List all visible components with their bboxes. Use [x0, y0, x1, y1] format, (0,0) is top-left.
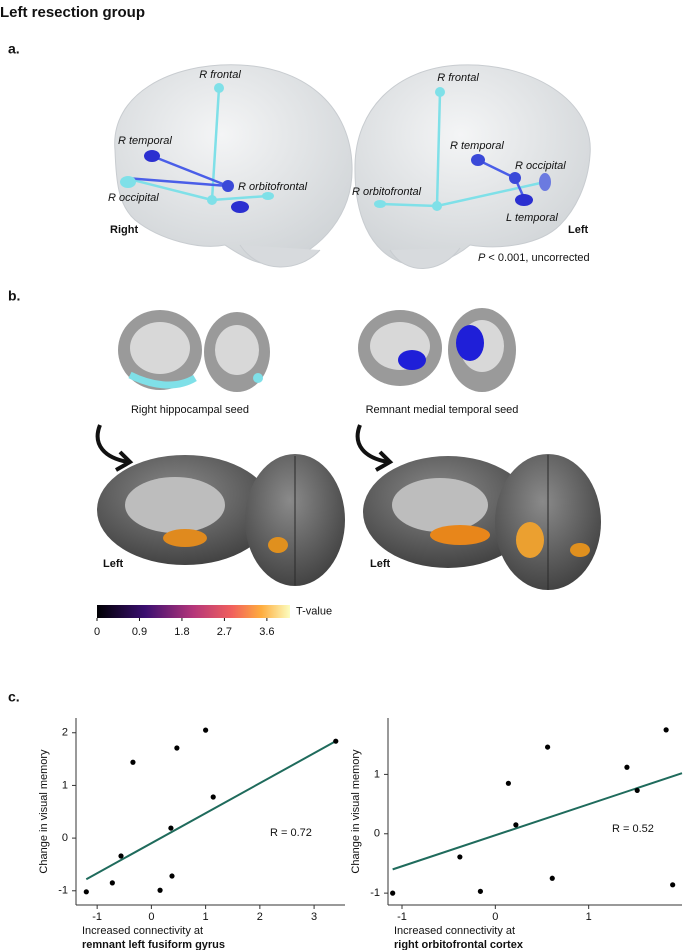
- seed-caption: Right hippocampal seed: [131, 404, 249, 416]
- y-axis-title: Change in visual memory: [350, 749, 362, 874]
- point: [168, 825, 174, 831]
- p-text: < 0.001, uncorrected: [485, 252, 589, 264]
- tick-label: 1.8: [174, 626, 189, 638]
- point: [545, 744, 551, 750]
- x-tick-label: 3: [311, 911, 317, 923]
- tick-label: 2.7: [217, 626, 232, 638]
- region-label: R orbitofrontal: [238, 181, 308, 193]
- fit-line: [392, 772, 683, 871]
- figure-title: Left resection group: [0, 4, 145, 21]
- colorbar-label: T-value: [296, 605, 332, 617]
- colorbar: [97, 605, 290, 618]
- panel-label: a.: [8, 41, 20, 57]
- x-tick-label: 1: [203, 911, 209, 923]
- point: [203, 727, 209, 733]
- panel-label: b.: [8, 288, 20, 304]
- y-tick-label: -1: [370, 887, 380, 899]
- point: [130, 759, 136, 765]
- y-axis-title: Change in visual memory: [38, 749, 50, 874]
- seed-caption: Remnant medial temporal seed: [366, 404, 519, 416]
- point: [670, 882, 676, 888]
- point: [513, 822, 519, 828]
- seed-slices: [118, 308, 516, 392]
- x-tick-label: -1: [92, 911, 102, 923]
- x-tick-label: 2: [257, 911, 263, 923]
- region-label: R frontal: [199, 69, 241, 81]
- point: [118, 853, 124, 859]
- y-tick-label: 2: [62, 727, 68, 739]
- point: [505, 780, 511, 786]
- region-label: R occipital: [515, 160, 566, 172]
- tick-label: 3.6: [259, 626, 274, 638]
- point: [169, 873, 175, 879]
- x-tick-label: 1: [586, 911, 592, 923]
- region-label: R temporal: [450, 140, 504, 152]
- y-tick-label: 0: [374, 828, 380, 840]
- y-tick-label: 0: [62, 832, 68, 844]
- panel-label: c.: [8, 689, 20, 705]
- view-label: Left: [370, 558, 391, 570]
- point: [210, 794, 216, 800]
- side-label: Right: [110, 224, 138, 236]
- point: [549, 875, 555, 881]
- result-brains: [97, 454, 601, 590]
- x-axis-title: Increased connectivity at: [82, 925, 203, 937]
- brain-right-render: [354, 64, 591, 269]
- point: [109, 880, 115, 886]
- fit-line: [85, 740, 337, 881]
- y-tick-label: 1: [62, 779, 68, 791]
- tick-label: 0.9: [132, 626, 147, 638]
- x-axis-title-emphasis: remnant left fusiform gyrus: [82, 939, 225, 950]
- x-tick-label: 0: [148, 911, 154, 923]
- region-label: R occipital: [108, 192, 159, 204]
- point: [333, 738, 339, 744]
- threshold-note: P < 0.001, uncorrected: [478, 252, 590, 264]
- point: [477, 888, 483, 894]
- point: [157, 887, 163, 893]
- x-tick-label: -1: [397, 911, 407, 923]
- view-label: Left: [103, 558, 124, 570]
- y-tick-label: -1: [58, 885, 68, 897]
- brain-left-render: [114, 64, 353, 268]
- point: [624, 764, 630, 770]
- point: [663, 727, 669, 733]
- point: [390, 890, 396, 896]
- point: [457, 854, 463, 860]
- arrows: [95, 424, 394, 472]
- y-tick-label: 1: [374, 768, 380, 780]
- p-symbol: P: [478, 252, 486, 264]
- region-label: R frontal: [437, 72, 479, 84]
- tick-label: 0: [94, 626, 100, 638]
- x-axis-title-emphasis: right orbitofrontal cortex: [394, 939, 524, 950]
- side-label: Left: [568, 224, 589, 236]
- region-label: L temporal: [506, 212, 558, 224]
- annotation: R = 0.52: [612, 823, 654, 835]
- region-label: R temporal: [118, 135, 172, 147]
- point: [174, 745, 180, 751]
- point: [83, 889, 89, 895]
- x-axis-title: Increased connectivity at: [394, 925, 515, 937]
- annotation: R = 0.72: [270, 827, 312, 839]
- point: [634, 787, 640, 794]
- region-label: R orbitofrontal: [352, 186, 422, 198]
- x-tick-label: 0: [492, 911, 498, 923]
